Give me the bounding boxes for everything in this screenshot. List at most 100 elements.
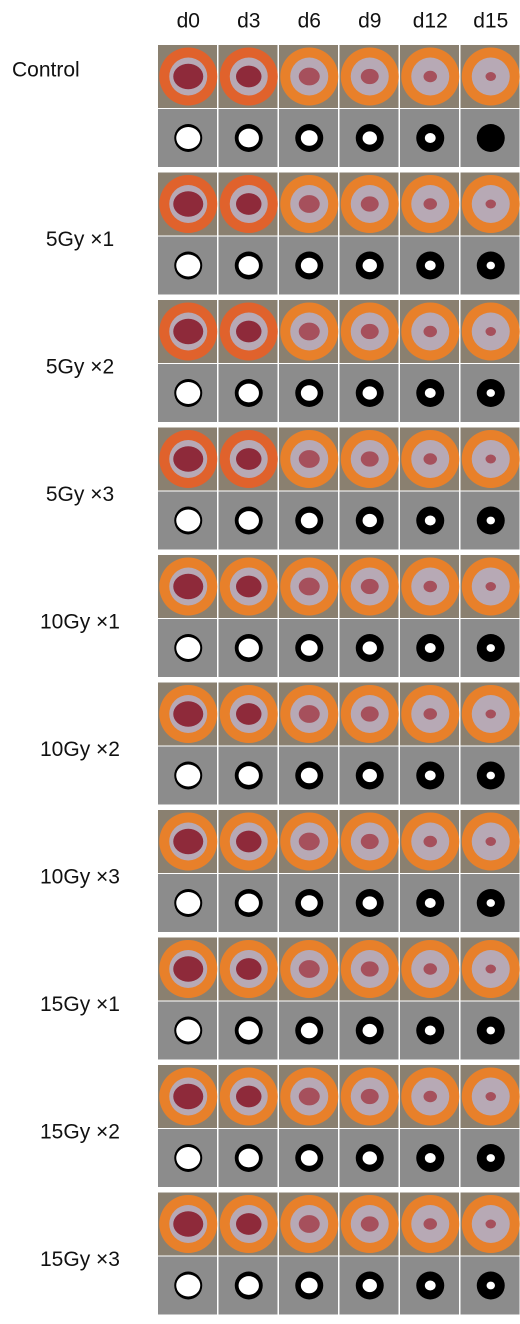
wound <box>361 324 379 339</box>
wound <box>424 963 438 974</box>
wound <box>236 831 262 853</box>
wound <box>299 705 320 723</box>
mask-open <box>239 639 259 658</box>
row-block: 10Gy ×1 <box>40 555 520 677</box>
wound <box>486 72 497 81</box>
wound <box>173 446 203 472</box>
wound <box>173 956 203 982</box>
mask-open <box>425 388 436 398</box>
mask-open <box>363 514 377 527</box>
wound <box>173 319 203 345</box>
mask-open <box>176 637 200 659</box>
wound <box>361 196 379 211</box>
mask-open <box>176 1147 200 1169</box>
row-block: 5Gy ×3 <box>46 428 520 550</box>
row-label: 15Gy ×3 <box>40 1248 120 1271</box>
wound <box>299 450 320 468</box>
wound <box>424 1091 438 1102</box>
wound <box>424 836 438 847</box>
row-label: 10Gy ×2 <box>40 738 120 761</box>
mask-open <box>301 130 318 145</box>
wound <box>424 71 438 82</box>
mask-open <box>239 894 259 913</box>
row-label: 15Gy ×1 <box>40 993 120 1016</box>
figure: d0 d3 d6 d9 d12 d15 Control5Gy ×15Gy ×25Gy ×3 1… <box>0 0 520 1324</box>
column-header: d3 <box>237 10 260 33</box>
mask-outline <box>477 124 505 152</box>
wound <box>486 965 497 974</box>
mask-open <box>425 1026 436 1036</box>
wound <box>486 1092 497 1101</box>
wound <box>486 837 497 846</box>
wound <box>236 958 262 980</box>
mask-open <box>425 1281 436 1291</box>
mask-open <box>363 1024 377 1037</box>
row-block: 15Gy ×1 <box>40 938 520 1060</box>
wound <box>236 703 262 725</box>
wound <box>486 582 497 591</box>
mask-open <box>176 510 200 532</box>
column-header: d0 <box>177 10 200 33</box>
mask-open <box>239 1021 259 1040</box>
mask-open <box>363 769 377 782</box>
mask-open <box>487 899 495 907</box>
mask-open <box>487 389 495 397</box>
row-label: 15Gy ×2 <box>40 1121 120 1144</box>
mask-open <box>176 382 200 404</box>
wound <box>361 69 379 84</box>
wound <box>424 453 438 464</box>
wound <box>486 1220 497 1229</box>
mask-open <box>487 644 495 652</box>
row-block: 5Gy ×1 <box>46 173 520 295</box>
wound <box>361 1216 379 1231</box>
mask-open <box>176 1275 200 1297</box>
column-header: d12 <box>413 10 448 33</box>
wound <box>361 961 379 976</box>
wound <box>173 574 203 600</box>
mask-open <box>301 768 318 783</box>
page: {"columns": ["d0", "d3", "d6", "d9", "d1… <box>0 0 520 1324</box>
wound <box>486 455 497 464</box>
wound <box>361 1089 379 1104</box>
mask-open <box>425 771 436 781</box>
wound <box>299 323 320 341</box>
row-block: 10Gy ×3 <box>40 810 520 932</box>
column-header: d15 <box>473 10 508 33</box>
wound <box>173 1211 203 1237</box>
wound <box>173 1084 203 1110</box>
mask-open <box>487 262 495 270</box>
wound <box>236 448 262 470</box>
wound <box>173 64 203 90</box>
wound <box>424 198 438 209</box>
mask-open <box>425 133 436 143</box>
wound <box>236 1086 262 1108</box>
row-label: 10Gy ×1 <box>40 611 120 634</box>
wound <box>299 960 320 978</box>
wound <box>299 68 320 86</box>
wound <box>299 578 320 596</box>
wound <box>361 451 379 466</box>
mask-open <box>239 1276 259 1295</box>
wound <box>299 195 320 213</box>
wound <box>299 1215 320 1233</box>
row-block: 15Gy ×3 <box>40 1193 520 1315</box>
wound <box>236 66 262 88</box>
wound <box>173 701 203 727</box>
row-block: 5Gy ×2 <box>46 300 520 422</box>
row-block: Control <box>12 45 520 167</box>
mask-open <box>239 129 259 148</box>
wound <box>361 579 379 594</box>
wound <box>424 1218 438 1229</box>
wound <box>486 327 497 336</box>
wound <box>173 191 203 217</box>
column-header: d6 <box>298 10 321 33</box>
mask-open <box>239 384 259 403</box>
mask-open <box>301 640 318 655</box>
mask-open <box>363 641 377 654</box>
column-header: d9 <box>358 10 381 33</box>
mask-open <box>363 1151 377 1164</box>
mask-open <box>487 1282 495 1290</box>
wound <box>236 576 262 598</box>
wound <box>236 193 262 215</box>
mask-open <box>425 643 436 653</box>
